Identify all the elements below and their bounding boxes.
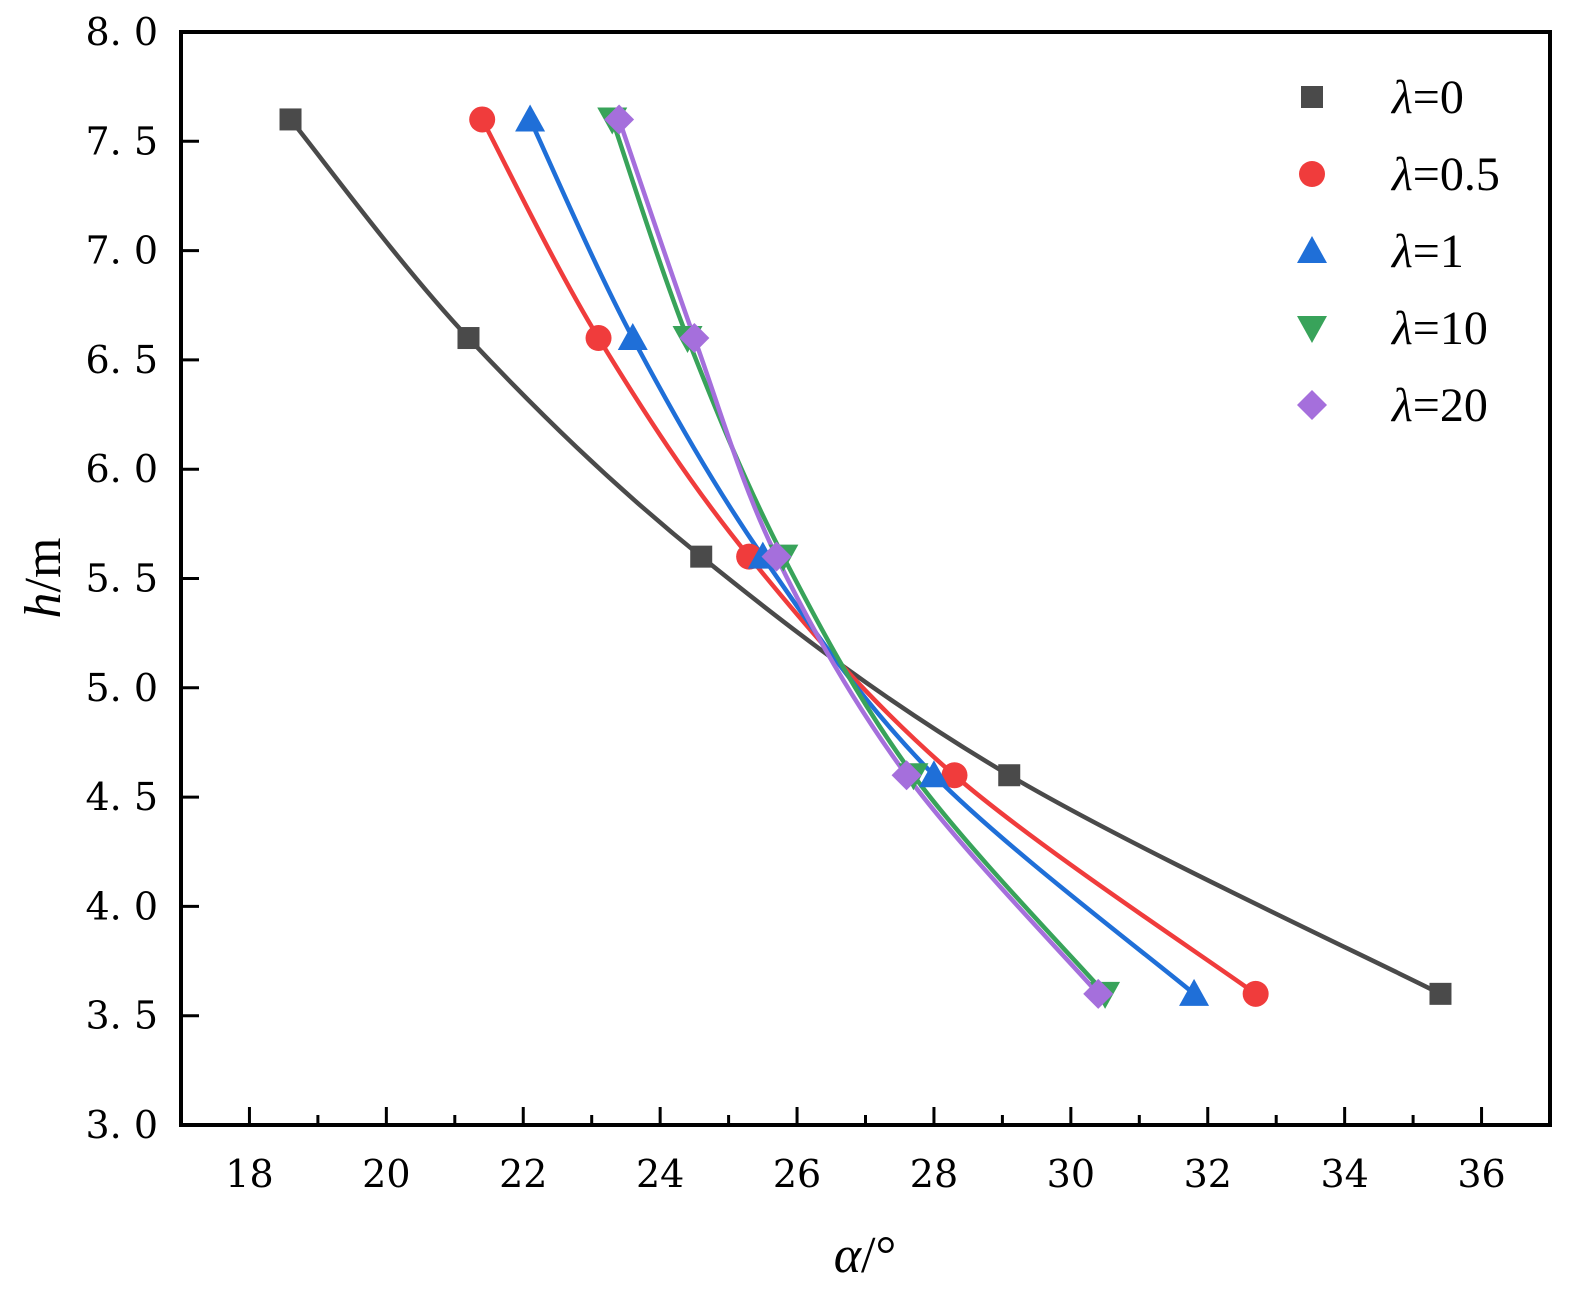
y-axis-title: h/m [15,538,72,619]
y-tick-label: 7. 5 [85,119,158,163]
y-axis-unit: /m [15,538,72,593]
data-point-lambda-1 [515,104,546,132]
y-tick-label: 8. 0 [85,10,158,54]
y-tick-label: 5. 0 [85,666,158,710]
legend-value: =10 [1413,302,1488,355]
data-point-lambda-20 [604,104,635,135]
data-point-lambda-20 [761,541,792,572]
legend-marker-lambda-10 [1297,316,1327,343]
x-tick-label: 32 [1184,1152,1232,1196]
y-tick-label: 4. 5 [85,775,158,819]
y-axis-symbol: h [15,592,72,618]
legend-marker-lambda-20 [1297,390,1327,420]
x-ticks: 18 20 22 24 26 28 30 32 34 36 [225,1107,1506,1196]
data-point-lambda-1 [1179,978,1210,1006]
plot-frame [179,30,1552,1127]
legend-symbol: λ [1390,225,1413,278]
plot-markers [279,104,1452,1009]
x-tick-label: 20 [362,1152,410,1196]
legend-symbol: λ [1390,379,1413,432]
legend-symbol: λ [1390,71,1413,124]
legend-label-lambda-0p5: λ=0.5 [1390,148,1500,201]
legend-marker-lambda-0p5 [1299,161,1325,187]
plot-curves [288,117,1443,997]
data-point-lambda-0p5 [1242,980,1269,1007]
y-tick-label: 4. 0 [85,884,158,928]
x-tick-label: 34 [1320,1152,1368,1196]
data-point-lambda-1 [918,760,949,788]
data-point-lambda-1 [617,323,648,351]
legend-value: =0 [1413,71,1464,124]
data-point-lambda-0 [998,764,1021,787]
series-line-lambda-0 [288,117,1443,997]
x-axis-unit: /° [861,1227,896,1284]
y-tick-label: 5. 5 [85,557,158,601]
y-tick-label: 6. 0 [85,447,158,491]
legend: λ=0λ=0.5λ=1λ=10λ=20 [1297,71,1500,432]
x-tick-label: 18 [225,1152,273,1196]
y-ticks: 3. 0 3. 5 4. 0 4. 5 5. 0 5. 5 6. 0 6. 5 7. 0 7. 5… [85,10,199,1147]
legend-label-lambda-0: λ=0 [1390,71,1464,124]
x-axis-symbol: α [834,1227,863,1284]
legend-symbol: λ [1390,302,1413,355]
y-tick-label: 3. 5 [85,994,158,1038]
x-tick-label: 24 [636,1152,684,1196]
legend-value: =0.5 [1413,148,1500,201]
data-point-lambda-0 [279,108,302,131]
data-point-lambda-0p5 [469,106,496,133]
data-point-lambda-0 [1429,982,1452,1005]
series-line-lambda-0p5 [479,117,1258,997]
y-tick-label: 3. 0 [85,1103,158,1147]
y-tick-label: 6. 5 [85,338,158,382]
x-axis-title: α/° [834,1227,897,1284]
x-tick-label: 30 [1047,1152,1095,1196]
data-point-lambda-0 [457,327,480,350]
x-tick-label: 26 [773,1152,821,1196]
x-tick-label: 36 [1457,1152,1505,1196]
legend-value: =20 [1413,379,1488,432]
legend-label-lambda-20: λ=20 [1390,379,1488,432]
legend-marker-lambda-1 [1297,236,1327,263]
data-point-lambda-20 [1083,978,1114,1009]
data-point-lambda-20 [891,760,922,791]
legend-label-lambda-1: λ=1 [1390,225,1464,278]
series-line-lambda-1 [527,117,1197,997]
y-tick-label: 7. 0 [85,229,158,273]
legend-marker-lambda-0 [1301,86,1323,108]
data-point-lambda-0p5 [585,325,612,352]
data-point-lambda-0 [690,545,713,568]
x-tick-label: 28 [910,1152,958,1196]
legend-symbol: λ [1390,148,1413,201]
data-point-lambda-0p5 [941,762,968,789]
data-point-lambda-20 [679,323,710,354]
x-tick-label: 22 [499,1152,547,1196]
legend-label-lambda-10: λ=10 [1390,302,1488,355]
legend-value: =1 [1413,225,1464,278]
